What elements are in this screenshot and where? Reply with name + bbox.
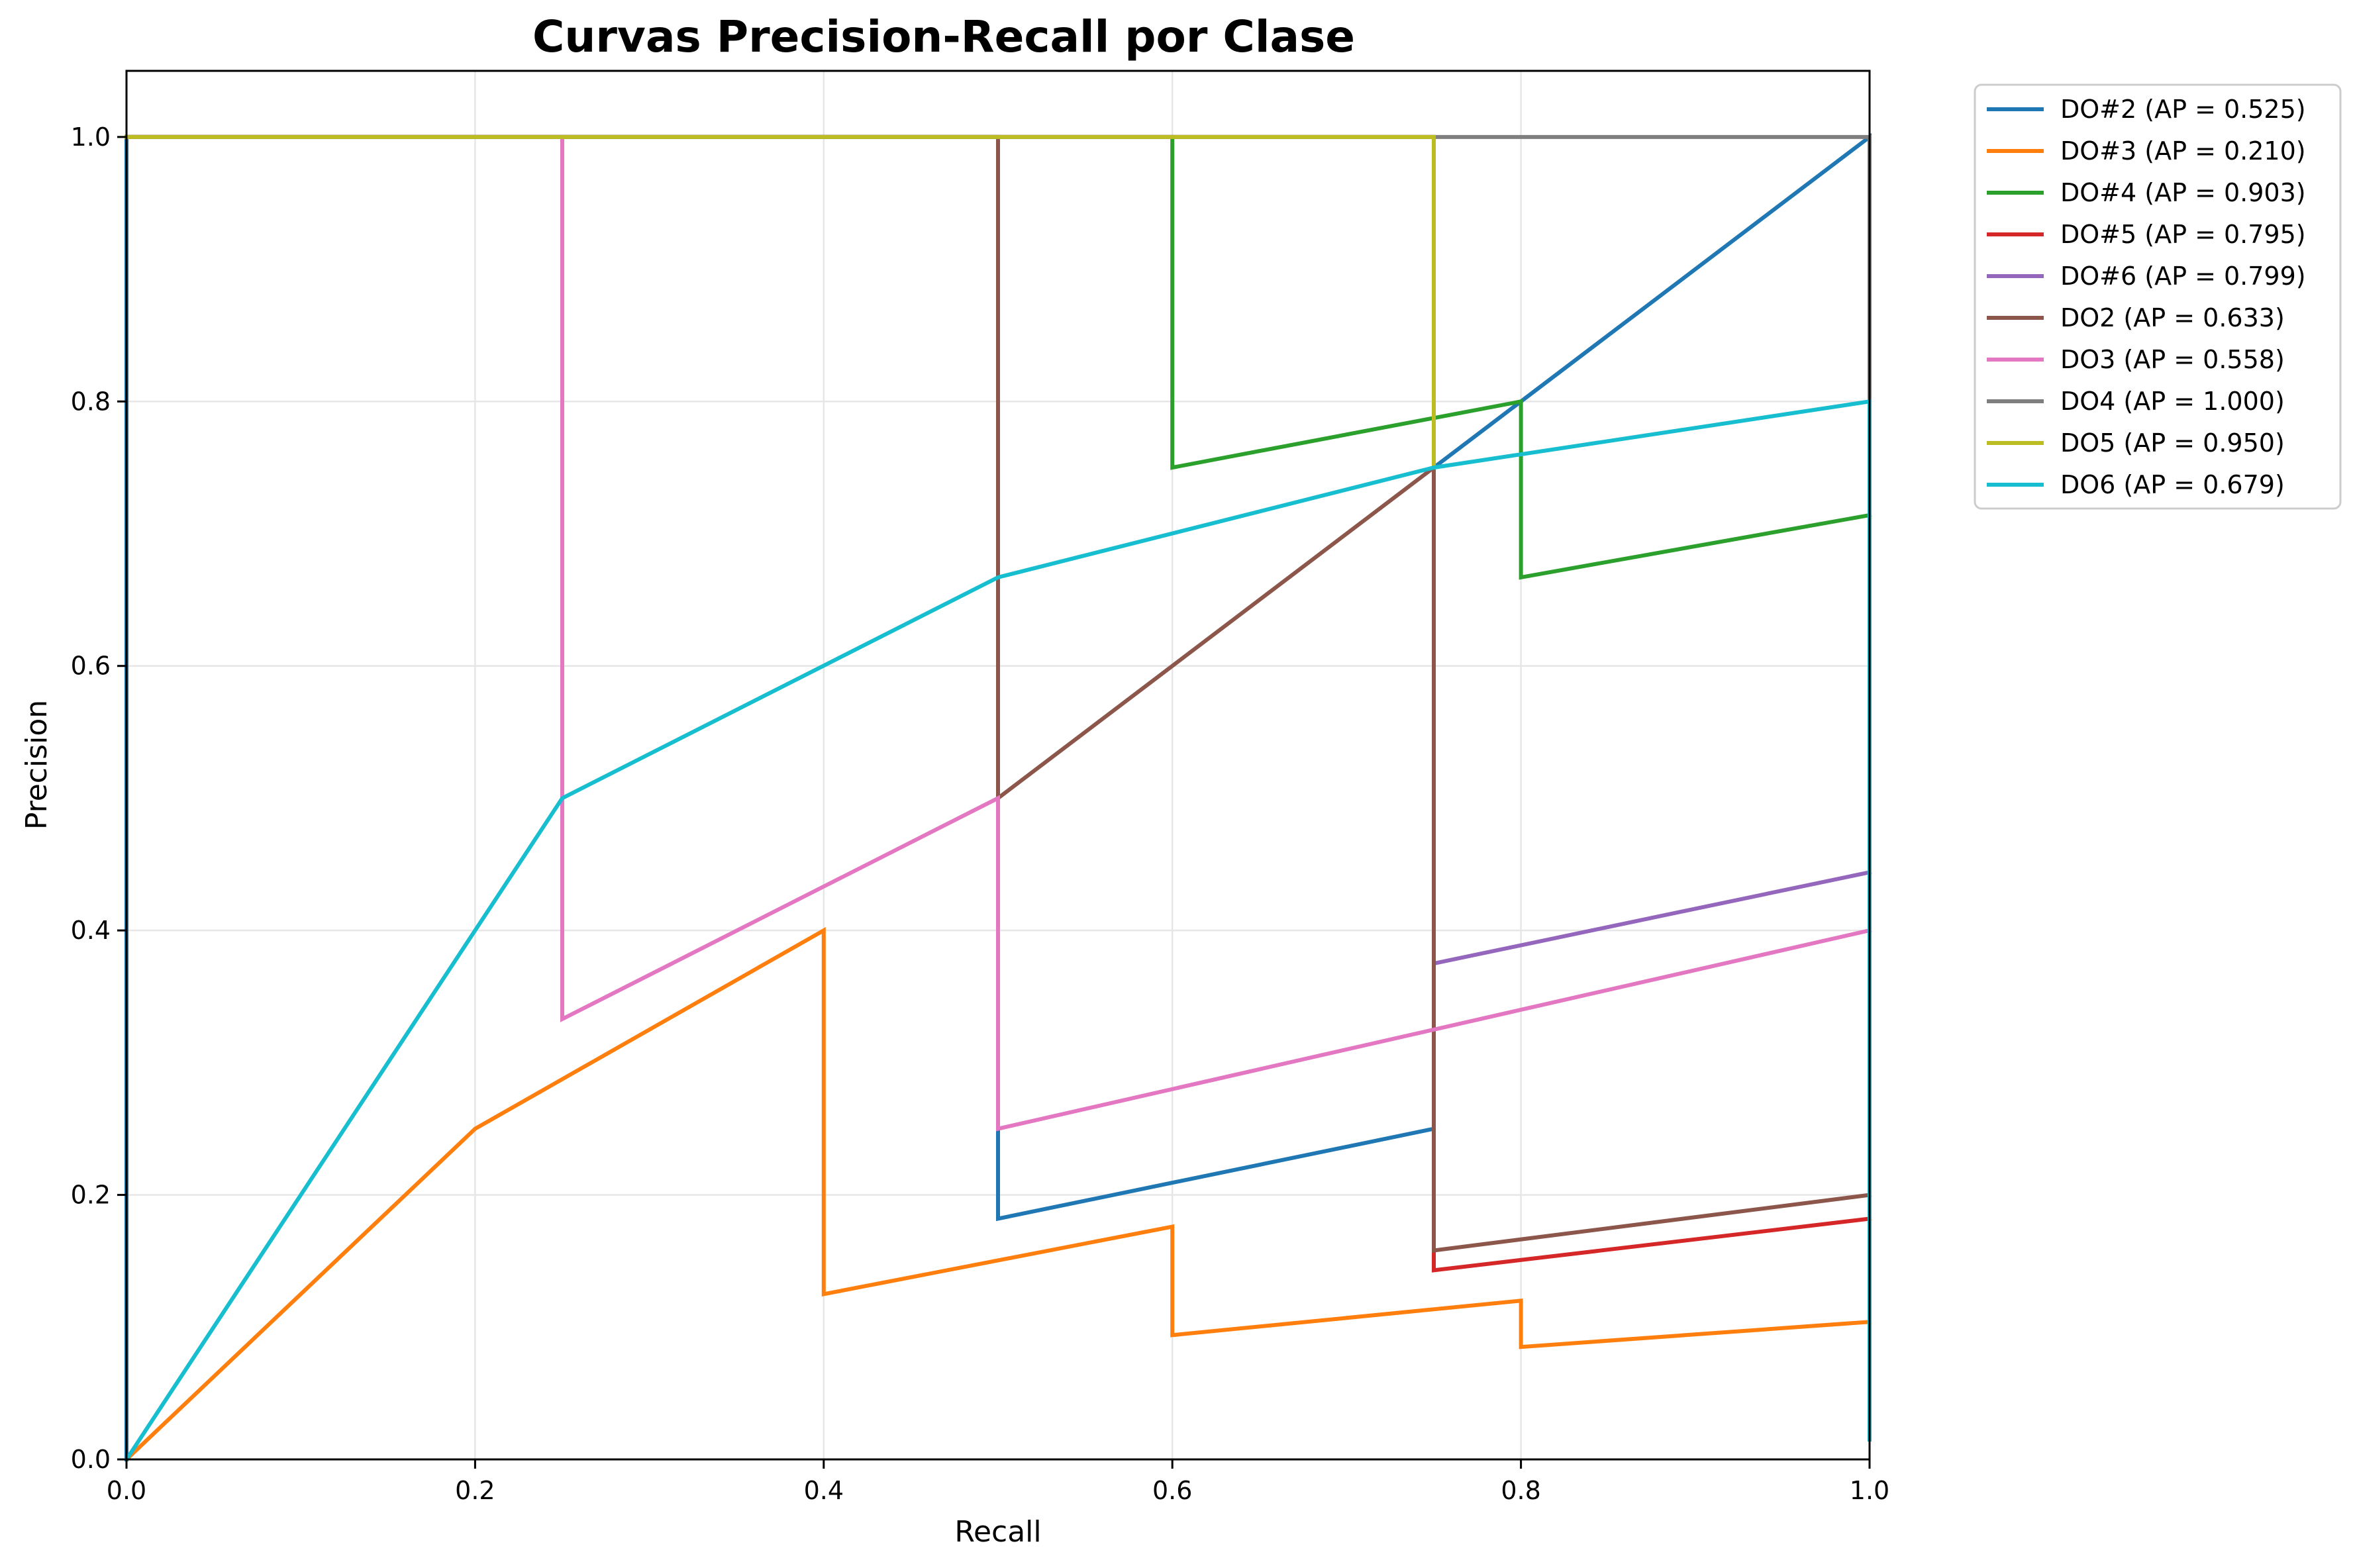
x-tick-label: 0.8 [1501, 1476, 1540, 1505]
legend-label-4: DO#6 (AP = 0.799) [2060, 262, 2306, 291]
x-tick-label: 0.4 [804, 1476, 844, 1505]
y-tick-label: 1.0 [71, 122, 111, 152]
chart-title: Curvas Precision-Recall por Clase [532, 11, 1355, 62]
legend-label-7: DO4 (AP = 1.000) [2060, 387, 2285, 416]
legend-box [1974, 83, 2342, 510]
legend-label-6: DO3 (AP = 0.558) [2060, 345, 2285, 374]
plot-frame [125, 70, 1871, 1461]
series-line-8 [125, 134, 1436, 470]
legend-label-1: DO#3 (AP = 0.210) [2060, 136, 2306, 166]
x-tick-label: 0.0 [107, 1476, 146, 1505]
x-tick-label: 1.0 [1850, 1476, 1889, 1505]
legend-label-3: DO#5 (AP = 0.795) [2060, 220, 2306, 249]
axis-ticks: 0.0 0.2 0.4 0.6 0.8 1.0 0.0 0.2 0.4 0.6 0.8 1.0 [71, 122, 1890, 1505]
series-line-1 [123, 926, 1872, 1463]
y-tick-label: 0.0 [71, 1445, 111, 1474]
x-tick-label: 0.6 [1152, 1476, 1192, 1505]
legend-label-2: DO#4 (AP = 0.903) [2060, 178, 2306, 207]
y-tick-label: 0.8 [71, 387, 111, 416]
y-axis-label: Precision [20, 700, 54, 830]
x-tick-label: 0.2 [455, 1476, 495, 1505]
legend-label-9: DO6 (AP = 0.679) [2060, 470, 2285, 499]
legend-label-0: DO#2 (AP = 0.525) [2060, 95, 2306, 124]
legend: DO#2 (AP = 0.525) DO#3 (AP = 0.210) DO#4 (… [1974, 83, 2342, 510]
y-tick-label: 0.2 [71, 1181, 111, 1210]
x-axis-label: Recall [954, 1515, 1041, 1549]
y-tick-label: 0.6 [71, 652, 111, 681]
legend-label-8: DO5 (AP = 0.950) [2060, 428, 2285, 458]
legend-label-5: DO2 (AP = 0.633) [2060, 303, 2285, 332]
y-tick-label: 0.4 [71, 916, 111, 945]
